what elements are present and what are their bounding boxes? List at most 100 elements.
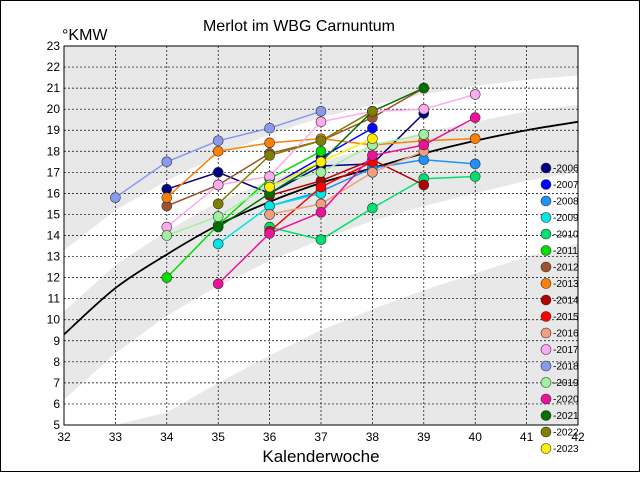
legend-marker [540, 360, 552, 372]
legend-item-2014: -2014 [540, 294, 579, 307]
data-point [418, 129, 430, 140]
legend-label: -2019 [553, 378, 579, 389]
data-point [161, 192, 173, 203]
legend-label: -2023 [553, 444, 579, 455]
data-point [469, 112, 481, 123]
y-tick-label: 22 [47, 60, 61, 74]
legend-item-2015: -2015 [540, 311, 579, 323]
legend-marker [540, 410, 552, 421]
legend-marker [540, 261, 552, 273]
data-point [418, 139, 430, 151]
plot-border [63, 45, 579, 426]
x-axis-label: Kalenderwoche [262, 447, 379, 466]
legend-marker [540, 393, 552, 405]
data-point [469, 171, 481, 182]
y-tick-label: 15 [47, 207, 61, 221]
legend-marker [540, 228, 552, 240]
data-point [315, 167, 327, 178]
legend-item-2016: -2016 [540, 327, 579, 340]
legend-item-2017: -2017 [540, 344, 579, 356]
series-2018 [110, 105, 327, 203]
x-tick-label: 32 [57, 430, 71, 444]
data-point [367, 167, 378, 178]
legend-marker [540, 212, 552, 223]
data-point [161, 272, 173, 283]
legend-item-2021: -2021 [540, 410, 579, 422]
y-tick-label: 17 [47, 165, 61, 179]
data-point [315, 181, 327, 193]
x-tick-label: 42 [571, 430, 585, 444]
y-tick-label: 9 [53, 334, 60, 348]
legend-item-2011: -2011 [540, 245, 578, 257]
y-tick-label: 10 [47, 313, 61, 327]
legend-marker [540, 162, 552, 174]
axis-ticks: 32 33 34 35 36 37 38 39 40 41 42 5 6 7 8 9 10 11 12 13 14 15 1… [47, 39, 585, 444]
legend-item-2019: -2019 [540, 377, 579, 389]
legend-marker [540, 195, 552, 207]
x-tick-label: 39 [417, 430, 431, 444]
y-tick-label: 7 [53, 376, 60, 390]
data-point [161, 230, 173, 241]
legend-label: -2014 [553, 296, 579, 307]
data-point [315, 116, 327, 128]
y-tick-label: 8 [53, 355, 60, 369]
y-tick-label: 18 [47, 144, 61, 158]
y-tick-label: 21 [47, 81, 61, 95]
data-point [315, 135, 327, 147]
data-point [418, 103, 430, 115]
x-tick-label: 34 [160, 430, 174, 444]
data-point [212, 167, 224, 178]
legend-marker [540, 311, 552, 322]
series-line [269, 150, 425, 216]
data-point [212, 145, 224, 157]
x-tick-label: 38 [366, 430, 380, 444]
legend-item-2009: -2009 [540, 212, 579, 224]
legend-marker [540, 377, 552, 388]
legend-label: -2022 [553, 428, 579, 439]
data-point [469, 133, 481, 144]
legend-label: -2013 [553, 279, 579, 290]
y-tick-label: 23 [47, 39, 61, 53]
data-point [264, 228, 275, 239]
data-point [212, 198, 224, 210]
series-2017 [161, 89, 481, 233]
legend-item-2020: -2020 [540, 393, 579, 406]
legend-item-2008: -2008 [540, 195, 579, 208]
series-2020 [212, 112, 481, 290]
x-tick-label: 37 [314, 430, 328, 444]
data-point [367, 202, 378, 214]
data-point [315, 234, 327, 246]
data-point [315, 156, 327, 168]
chart-title: Merlot im WBG Carnuntum [203, 18, 395, 35]
series-line [217, 110, 373, 205]
data-point [367, 105, 378, 117]
legend-label: -2016 [553, 329, 579, 340]
data-point [212, 221, 224, 233]
data-point [264, 137, 275, 149]
series-line [217, 116, 476, 285]
data-point [367, 150, 378, 161]
legend-label: -2015 [553, 312, 579, 323]
x-tick-label: 40 [469, 430, 483, 444]
series-2009 [212, 188, 327, 250]
legend-label: -2007 [553, 180, 579, 191]
legend-item-2023: -2023 [540, 443, 579, 455]
data-point [212, 278, 224, 290]
legend-marker [540, 245, 552, 256]
legend-label: -2008 [553, 197, 579, 208]
legend: -2006 -2007 -2008 -2009 -2010 -2011 -2012 -2013… [540, 162, 579, 455]
legend-marker [540, 294, 552, 306]
data-point [110, 192, 121, 203]
series-line [166, 87, 425, 207]
data-point [212, 238, 224, 250]
legend-item-2007: -2007 [540, 179, 579, 191]
legend-marker [540, 179, 552, 190]
x-tick-label: 35 [212, 430, 226, 444]
legend-item-2018: -2018 [540, 360, 579, 373]
data-point [418, 179, 430, 191]
legend-marker [540, 278, 552, 289]
legend-label: -2011 [553, 246, 578, 257]
series-2022 [212, 105, 378, 210]
data-point [367, 133, 378, 144]
